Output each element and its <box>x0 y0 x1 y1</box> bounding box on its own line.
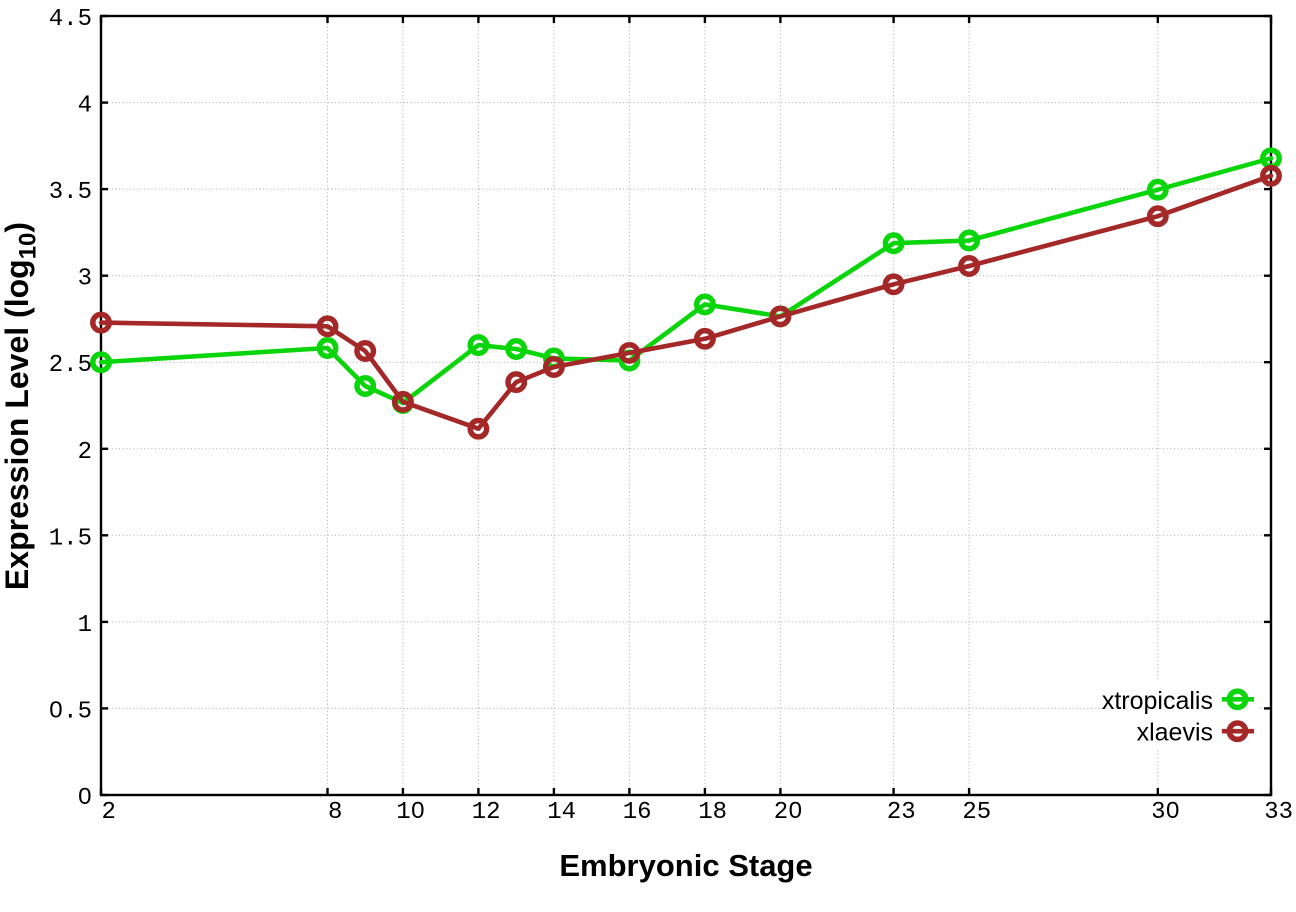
svg-text:14: 14 <box>547 799 576 826</box>
svg-text:2: 2 <box>78 439 92 466</box>
svg-text:3.5: 3.5 <box>49 179 92 206</box>
svg-text:Expression Level (log10): Expression Level (log10) <box>0 222 42 590</box>
svg-text:10: 10 <box>396 799 425 826</box>
svg-text:0: 0 <box>78 785 92 812</box>
svg-text:Embryonic Stage: Embryonic Stage <box>559 848 812 883</box>
svg-text:12: 12 <box>472 799 501 826</box>
svg-text:18: 18 <box>698 799 727 826</box>
svg-text:xtropicalis: xtropicalis <box>1102 687 1213 715</box>
svg-text:16: 16 <box>623 799 652 826</box>
svg-text:xlaevis: xlaevis <box>1137 719 1213 747</box>
svg-text:8: 8 <box>328 799 342 826</box>
svg-text:30: 30 <box>1151 799 1180 826</box>
svg-text:4: 4 <box>78 93 92 120</box>
svg-text:2: 2 <box>101 799 115 826</box>
svg-text:3: 3 <box>78 266 92 293</box>
svg-text:25: 25 <box>962 799 991 826</box>
svg-text:33: 33 <box>1264 799 1293 826</box>
svg-text:4.5: 4.5 <box>49 6 92 33</box>
svg-text:1.5: 1.5 <box>49 525 92 552</box>
svg-text:1: 1 <box>78 612 92 639</box>
svg-text:20: 20 <box>774 799 803 826</box>
svg-text:23: 23 <box>887 799 916 826</box>
svg-text:0.5: 0.5 <box>49 698 92 725</box>
svg-text:2.5: 2.5 <box>49 352 92 379</box>
